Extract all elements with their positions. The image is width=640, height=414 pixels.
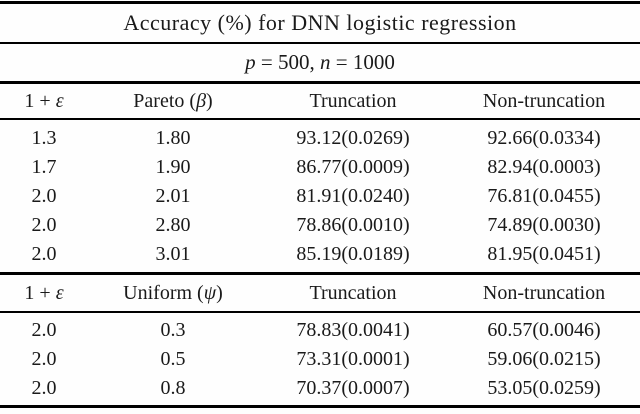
header-cell-non-truncation: Non-truncation [482,90,606,112]
rule-below-title [0,42,640,44]
data-cell: 60.57(0.0046) [487,319,601,341]
data-cell: 81.91(0.0240) [296,185,410,207]
subtitle-n-value: = 1000 [330,50,395,74]
uniform-header-suffix: ) [216,282,223,304]
table-row: 1.7 1.90 86.77(0.0009) 82.94(0.0003) [0,153,640,182]
data-cell: 74.89(0.0030) [487,214,601,236]
table-row: 2.0 0.3 78.83(0.0041) 60.57(0.0046) [0,316,640,345]
header-cell-uniform: Uniform (ψ) [88,275,258,311]
header-cell-epsilon: 1 + ε [0,275,88,311]
data-cell: 0.3 [160,319,186,341]
psi-symbol: ψ [203,282,217,304]
epsilon-header-prefix: 1 + [24,90,56,112]
data-cell: 3.01 [155,243,191,265]
rule-below-subtitle [0,81,640,84]
data-cell: 2.0 [31,243,57,265]
data-cell: 53.05(0.0259) [487,377,601,399]
data-cell: 1.7 [31,156,57,178]
table-title: Accuracy (%) for DNN logistic regression [123,10,517,35]
header-cell-truncation: Truncation [309,90,397,112]
data-cell: 1.80 [155,127,191,149]
rule-below-uniform-header [0,311,640,313]
subtitle-p-symbol: p [245,50,256,74]
data-cell: 76.81(0.0455) [487,185,601,207]
header-cell-truncation: Truncation [309,282,397,304]
subtitle-n-symbol: n [320,50,331,74]
table-row: 1.3 1.80 93.12(0.0269) 92.66(0.0334) [0,124,640,153]
bottom-rule [0,405,640,408]
data-cell: 2.0 [31,377,57,399]
header-cell-pareto: Pareto (β) [88,84,258,118]
header-cell-epsilon: 1 + ε [0,84,88,118]
rule-below-pareto-header [0,118,640,120]
table-row: 2.0 0.5 73.31(0.0001) 59.06(0.0215) [0,345,640,374]
pareto-body: 1.3 1.80 93.12(0.0269) 92.66(0.0334) 1.7… [0,120,640,272]
data-cell: 93.12(0.0269) [296,127,410,149]
pareto-header-prefix: Pareto ( [133,90,197,112]
data-cell: 2.0 [31,214,57,236]
data-cell: 2.0 [31,348,57,370]
data-cell: 81.95(0.0451) [487,243,601,265]
data-cell: 78.86(0.0010) [296,214,410,236]
data-cell: 1.90 [155,156,191,178]
data-cell: 78.83(0.0041) [296,319,410,341]
table-subtitle-row: p = 500, n = 1000 [0,44,640,81]
table-row: 2.0 2.01 81.91(0.0240) 76.81(0.0455) [0,182,640,211]
subtitle-p-value: = 500, [255,50,320,74]
data-cell: 92.66(0.0334) [487,127,601,149]
data-cell: 2.0 [31,185,57,207]
data-cell: 73.31(0.0001) [296,348,410,370]
epsilon-header-prefix: 1 + [24,282,56,304]
uniform-header-prefix: Uniform ( [123,282,204,304]
data-cell: 0.8 [160,377,186,399]
data-cell: 70.37(0.0007) [296,377,410,399]
table-row: 2.0 0.8 70.37(0.0007) 53.05(0.0259) [0,374,640,403]
table-title-row: Accuracy (%) for DNN logistic regression [0,4,640,42]
data-cell: 59.06(0.0215) [487,348,601,370]
data-cell: 2.0 [31,319,57,341]
top-rule [0,1,640,4]
data-cell: 2.01 [155,185,191,207]
data-cell: 2.80 [155,214,191,236]
data-cell: 82.94(0.0003) [487,156,601,178]
table-row: 2.0 3.01 85.19(0.0189) 81.95(0.0451) [0,240,640,269]
table-row: 2.0 2.80 78.86(0.0010) 74.89(0.0030) [0,211,640,240]
uniform-header-row: 1 + ε Uniform (ψ) Truncation Non-truncat… [0,275,640,311]
epsilon-symbol: ε [55,282,64,304]
data-cell: 0.5 [160,348,186,370]
data-cell: 86.77(0.0009) [296,156,410,178]
pareto-header-row: 1 + ε Pareto (β) Truncation Non-truncati… [0,84,640,118]
pareto-header-suffix: ) [206,90,213,112]
epsilon-symbol: ε [55,90,64,112]
data-cell: 85.19(0.0189) [296,243,410,265]
data-cell: 1.3 [31,127,57,149]
section-divider-rule [0,272,640,275]
uniform-body: 2.0 0.3 78.83(0.0041) 60.57(0.0046) 2.0 … [0,313,640,405]
header-cell-non-truncation: Non-truncation [482,282,606,304]
beta-symbol: β [196,90,207,112]
